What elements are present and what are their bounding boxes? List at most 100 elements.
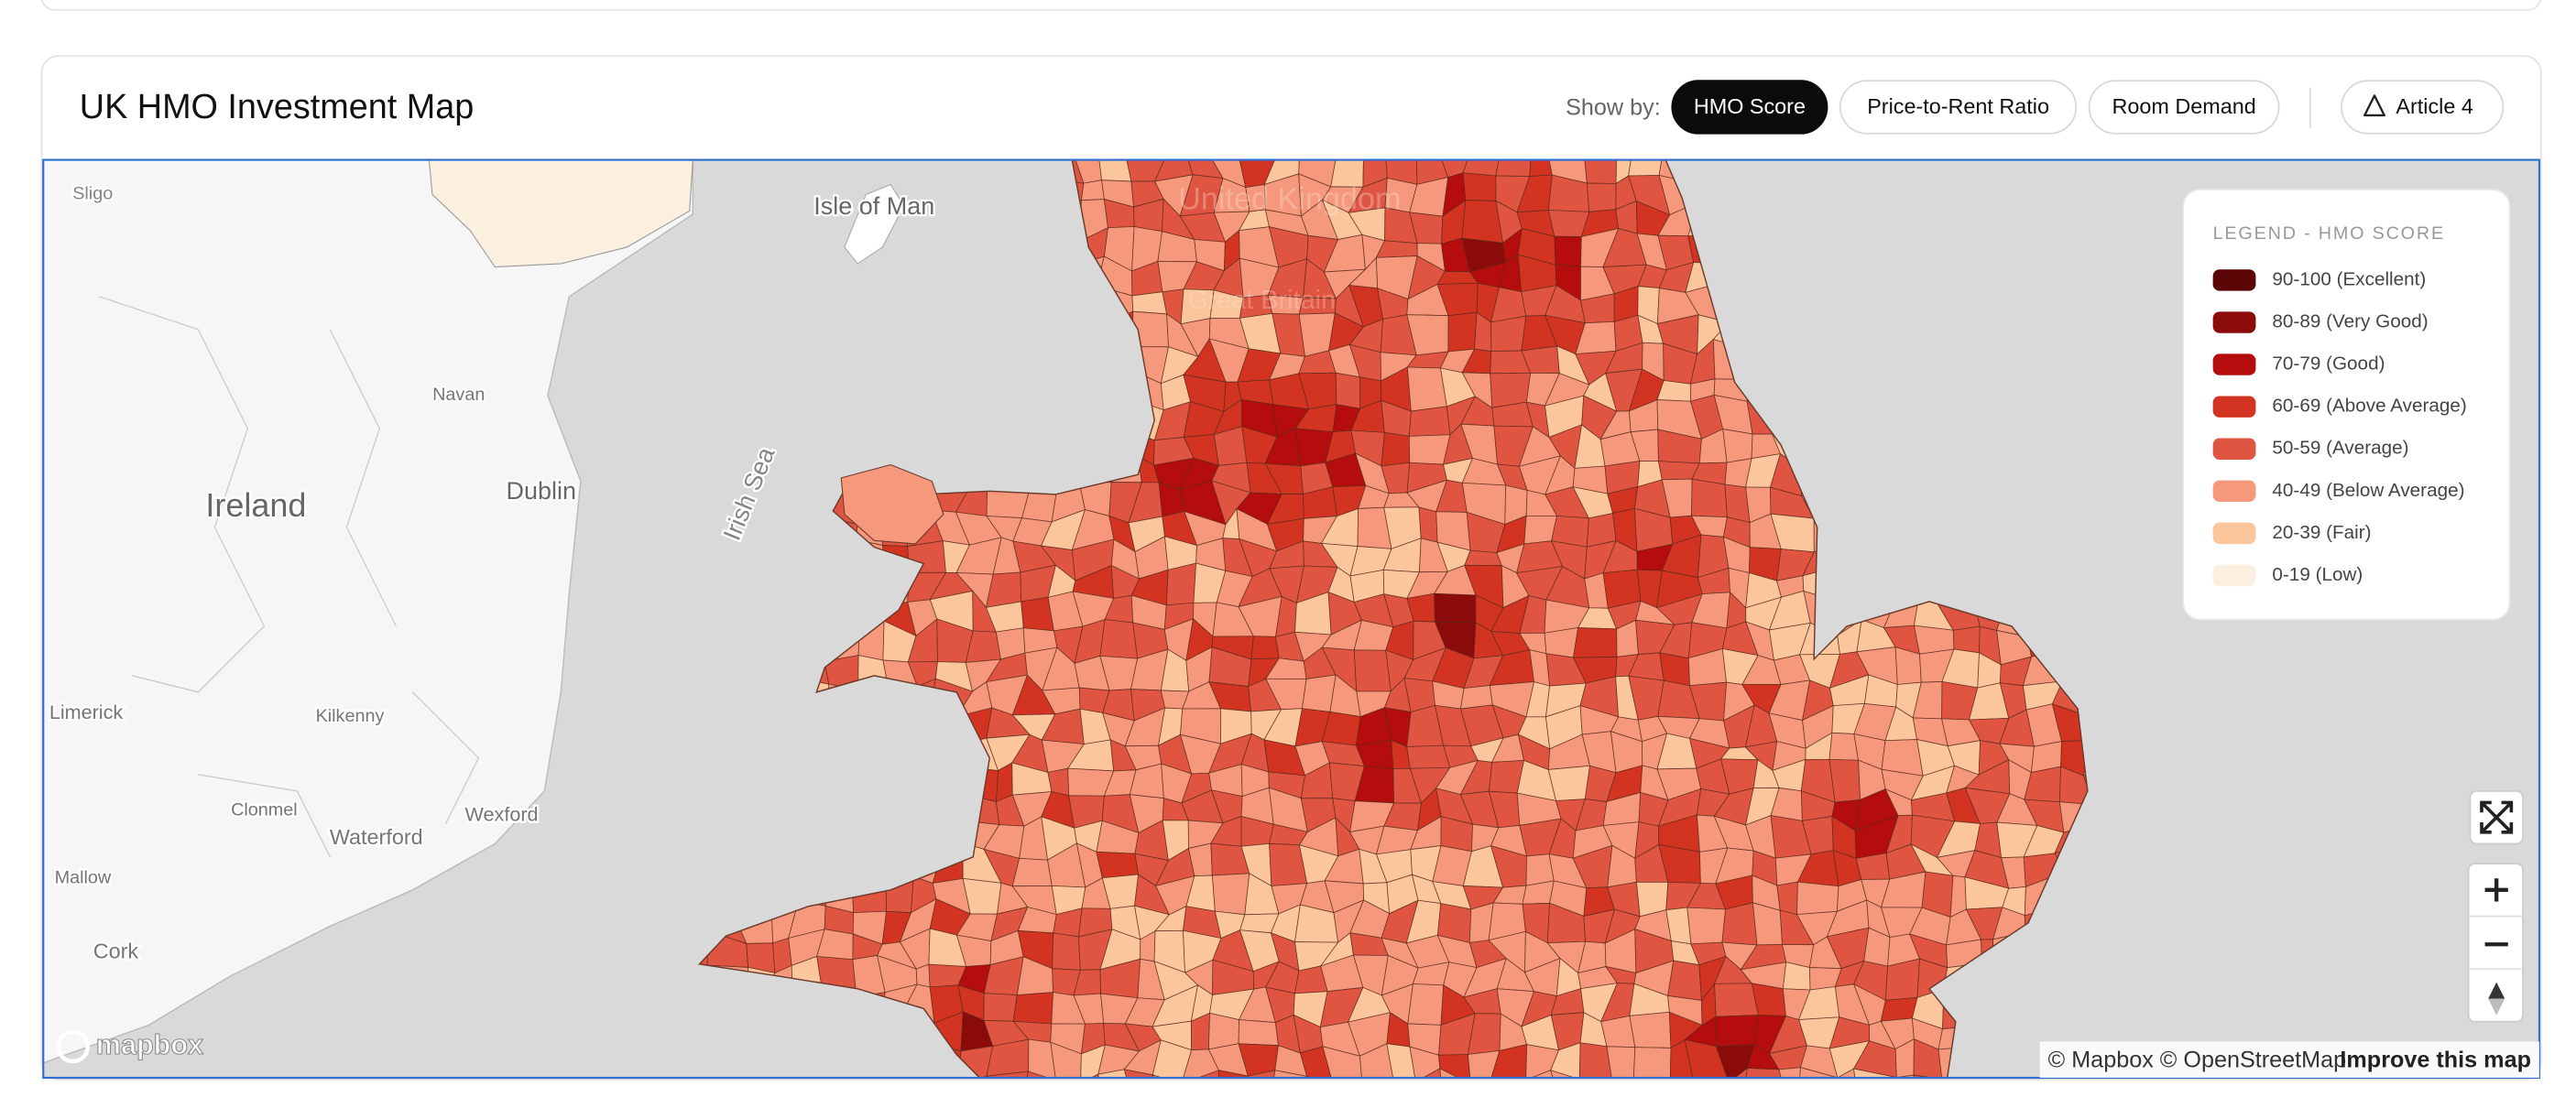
map-region: [1832, 1096, 1864, 1119]
map-region: [1096, 851, 1140, 879]
map-region: [958, 1104, 987, 1119]
map-region: [1238, 1019, 1279, 1047]
map-region: [1913, 1038, 1943, 1079]
northern-ireland: [428, 159, 693, 268]
map-region: [914, 1108, 940, 1119]
map-region: [1998, 1098, 2030, 1119]
zoom-controls[interactable]: [2467, 863, 2524, 1023]
legend-label: 70-79 (Good): [2272, 353, 2385, 375]
legend-label: 50-59 (Average): [2272, 438, 2408, 459]
legend-swatch: [2212, 480, 2256, 503]
map-region: [884, 1076, 916, 1079]
place-label: Sligo: [72, 184, 113, 204]
fullscreen-button[interactable]: [2469, 789, 2524, 845]
map-region: [1352, 1105, 1390, 1119]
attribution-bar: [2039, 1041, 2539, 1079]
map-region: [1694, 1081, 1730, 1113]
map-region: [1828, 732, 1860, 761]
map-region: [1012, 992, 1053, 1025]
map-region: [800, 1096, 831, 1119]
place-label: Limerick: [49, 701, 124, 723]
map-region: [1131, 291, 1168, 315]
tab-pill[interactable]: [1839, 80, 2078, 135]
tab[interactable]: Price-to-Rent Ratio: [1839, 80, 2078, 135]
map-region: [1269, 1107, 1308, 1119]
tab-label[interactable]: HMO Score: [1694, 94, 1806, 118]
map-region: [1777, 1097, 1802, 1119]
compass[interactable]: [2488, 982, 2505, 999]
map-region: [1577, 1102, 1611, 1119]
map-region: [1742, 1100, 1786, 1119]
map-region: [986, 1096, 1028, 1119]
place-label: Kilkenny: [316, 706, 385, 726]
map-region: [1218, 1070, 1249, 1079]
map-region: [1470, 1079, 1501, 1105]
place-label: Great Britain: [1187, 286, 1336, 315]
map-region: [1406, 744, 1451, 769]
map-region: [733, 1097, 777, 1119]
tab-label[interactable]: Room Demand: [2112, 94, 2256, 118]
legend-swatch: [2212, 353, 2256, 375]
place-label: Navan: [432, 385, 485, 405]
map-region: [1181, 1070, 1220, 1079]
map-region: [1684, 1038, 1730, 1079]
map-region: [1322, 1046, 1363, 1079]
map-region: [1212, 1100, 1243, 1119]
map-region: [1124, 1095, 1162, 1119]
map-region: [986, 1070, 1030, 1079]
map-region: [958, 1075, 988, 1079]
map-region: [1578, 1042, 1613, 1079]
legend-title: LEGEND - HMO SCORE: [2213, 223, 2445, 244]
map-region: [1464, 549, 1502, 567]
map-region: [1028, 1038, 1057, 1079]
map-region: [1665, 1103, 1699, 1119]
mapbox-logo-text: mapbox: [96, 1029, 203, 1060]
map-region: [1123, 1069, 1163, 1079]
map-region: [1070, 1105, 1106, 1119]
map-region: [706, 1097, 734, 1119]
map-region: [1572, 627, 1618, 658]
legend-items: 90-100 (Excellent) 80-89 (Very Good) 70-79…: [2212, 268, 2467, 587]
map-region: [1667, 960, 1702, 1001]
map-region: [1606, 1046, 1636, 1079]
article-4-button[interactable]: Article 4: [2341, 80, 2505, 135]
tab-pill[interactable]: [2088, 80, 2280, 135]
map-region: [1490, 1044, 1528, 1079]
map-region: [1353, 649, 1392, 692]
map-region: [1411, 1105, 1448, 1119]
legend-swatch: [2212, 396, 2256, 418]
tab[interactable]: HMO Score: [1671, 80, 1828, 135]
map-region: [1859, 1106, 1894, 1119]
map-region: [940, 1081, 972, 1111]
map-region: [1798, 1096, 1835, 1119]
map-region: [1050, 1041, 1082, 1079]
tab-pill[interactable]: [1671, 80, 1828, 135]
legend-label: 0-19 (Low): [2272, 564, 2363, 585]
map-region: [830, 1096, 855, 1119]
legend-swatch: [2212, 269, 2256, 291]
tab[interactable]: Room Demand: [2088, 80, 2280, 135]
improve-link[interactable]: Improve this map: [2340, 1048, 2531, 1073]
legend-label: 20-39 (Fair): [2272, 522, 2371, 543]
map-region: [1948, 1099, 1982, 1119]
map-region: [1518, 1099, 1560, 1119]
map-region: [1970, 1075, 2005, 1079]
map-region: [1444, 1096, 1476, 1119]
map-region: [2054, 1097, 2090, 1119]
zoom-in[interactable]: [2484, 878, 2508, 902]
map-region: [1434, 592, 1477, 624]
map-region: [1629, 1011, 1672, 1048]
map-region: [1952, 625, 1981, 654]
map-region: [1299, 1046, 1334, 1079]
map-region: [1714, 983, 1759, 1017]
map-region: [1043, 1081, 1080, 1105]
map-region: [1577, 1080, 1612, 1103]
map-region: [1550, 1070, 1580, 1079]
map-region: [1239, 1070, 1276, 1079]
map-region: [1410, 1068, 1445, 1079]
isle-of-man: [844, 183, 905, 265]
map-region: [1632, 1047, 1672, 1079]
map-region: [1306, 1075, 1339, 1079]
tab-label[interactable]: Price-to-Rent Ratio: [1867, 94, 2049, 118]
